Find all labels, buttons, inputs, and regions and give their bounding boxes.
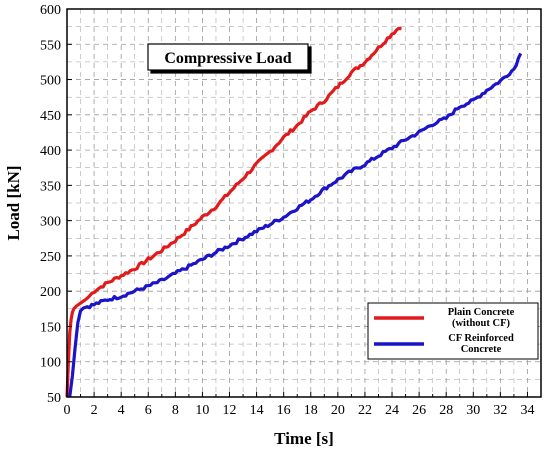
x-tick-label: 20	[331, 403, 345, 418]
chart-title: Compressive Load	[164, 50, 291, 67]
y-axis-label: Load [kN]	[4, 165, 23, 240]
y-tick-label: 100	[40, 356, 61, 371]
y-tick-label: 550	[40, 38, 61, 53]
x-tick-label: 16	[277, 403, 291, 418]
legend-box	[367, 302, 539, 360]
x-tick-label: 4	[118, 403, 125, 418]
series-layer	[65, 26, 523, 398]
series-line-0	[65, 26, 402, 398]
x-tick-label: 24	[385, 403, 399, 418]
chart-title-box: Compressive Load	[147, 43, 309, 71]
x-tick-label: 10	[195, 403, 209, 418]
legend-label-0: Plain Concrete	[448, 307, 515, 318]
x-tick-label: 0	[64, 403, 71, 418]
y-tick-label: 350	[40, 179, 61, 194]
y-tick-label: 50	[47, 391, 61, 406]
x-tick-label: 32	[493, 403, 507, 418]
x-tick-label: 34	[520, 403, 534, 418]
x-tick-label: 6	[145, 403, 152, 418]
y-tick-label: 300	[40, 215, 61, 230]
x-tick-label: 26	[412, 403, 426, 418]
y-tick-label: 400	[40, 144, 61, 159]
series-line-1	[68, 52, 523, 398]
y-tick-label: 500	[40, 74, 61, 89]
legend-label-1: CF Reinforced	[448, 333, 514, 344]
y-tick-label: 450	[40, 109, 61, 124]
x-tick-label: 8	[172, 403, 179, 418]
y-tick-label: 200	[40, 285, 61, 300]
legend-label-1: Concrete	[461, 344, 502, 355]
x-tick-label: 28	[439, 403, 453, 418]
x-tick-label: 22	[358, 403, 372, 418]
x-tick-label: 12	[223, 403, 237, 418]
legend: Plain Concrete(without CF) CF ReinforcedC…	[367, 302, 539, 360]
y-tick-label: 250	[40, 250, 61, 265]
x-tick-label: 30	[466, 403, 480, 418]
x-tick-label: 14	[250, 403, 264, 418]
x-axis-label: Time [s]	[274, 429, 334, 448]
y-tick-label: 150	[40, 320, 61, 335]
legend-label-0: (without CF)	[452, 318, 511, 329]
ticks: 0 2 4 6 8 10 12 14 16 18 20 22 24 26 28 30 32 34501001502…	[40, 3, 534, 418]
x-tick-label: 2	[91, 403, 98, 418]
x-tick-label: 18	[304, 403, 318, 418]
plot-frame	[66, 8, 542, 398]
y-tick-label: 600	[40, 3, 61, 18]
